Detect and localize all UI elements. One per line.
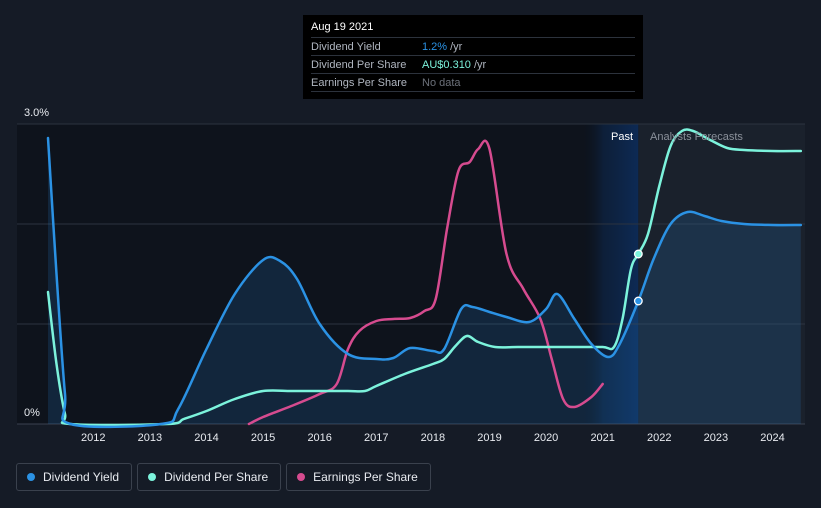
tooltip-value: No data — [422, 76, 461, 89]
tooltip-label: Dividend Yield — [311, 40, 381, 53]
earnings-per-share-line — [247, 139, 604, 426]
tooltip-value: 1.2% — [422, 40, 448, 53]
dividend-per-share-line — [46, 128, 803, 427]
x-tick-label: 2022 — [647, 432, 671, 444]
x-tick-label: 2023 — [704, 432, 728, 444]
forecast-shade — [638, 124, 805, 424]
legend-dot-icon — [148, 473, 157, 481]
legend-dividend-per-share[interactable]: Dividend Per Share — [137, 463, 282, 491]
legend-label: Earnings Per Share — [313, 470, 418, 484]
tooltip-unit: /yr — [473, 58, 487, 71]
legend: Dividend Yield Dividend Per Share Earnin… — [16, 463, 431, 491]
legend-dot-icon — [27, 473, 35, 481]
dividend-per-share-marker — [633, 249, 643, 259]
tooltip-row-dividend-per-share: Dividend Per Share AU$0.310 /yr — [311, 56, 635, 74]
x-tick-label: 2016 — [307, 432, 331, 444]
tooltip: Aug 19 2021 Dividend Yield 1.2% /yr Divi… — [303, 15, 643, 99]
tooltip-row-dividend-yield: Dividend Yield 1.2% /yr — [311, 38, 635, 56]
x-tick-label: 2015 — [251, 432, 275, 444]
x-tick-label: 2024 — [760, 432, 784, 444]
y-tick-bottom: 0% — [24, 407, 40, 419]
tooltip-label: Earnings Per Share — [311, 76, 407, 89]
past-shade — [17, 124, 639, 424]
past-label: Past — [611, 131, 633, 143]
x-tick-label: 2018 — [421, 432, 445, 444]
legend-earnings-per-share[interactable]: Earnings Per Share — [286, 463, 431, 491]
forecast-label: Analysts Forecasts — [650, 131, 743, 143]
x-tick-label: 2020 — [534, 432, 558, 444]
x-tick-label: 2012 — [81, 432, 105, 444]
y-tick-top: 3.0% — [24, 107, 49, 119]
dividend-yield-line — [46, 136, 803, 429]
tooltip-row-earnings-per-share: Earnings Per Share No data — [311, 74, 635, 92]
dividend-yield-area — [48, 138, 801, 427]
x-tick-label: 2019 — [477, 432, 501, 444]
tooltip-date: Aug 19 2021 — [311, 21, 635, 38]
legend-dot-icon — [297, 473, 306, 481]
tooltip-unit: /yr — [450, 40, 463, 53]
legend-label: Dividend Per Share — [164, 470, 269, 484]
x-tick-label: 2021 — [590, 432, 614, 444]
x-tick-label: 2013 — [138, 432, 162, 444]
tooltip-label: Dividend Per Share — [311, 58, 407, 71]
tooltip-value: AU$0.310 — [422, 58, 471, 71]
dividend-yield-marker — [633, 296, 643, 306]
past-highlight — [580, 124, 639, 424]
legend-dividend-yield[interactable]: Dividend Yield — [16, 463, 133, 491]
x-tick-label: 2014 — [194, 432, 218, 444]
legend-label: Dividend Yield — [43, 470, 120, 484]
x-tick-label: 2017 — [364, 432, 388, 444]
